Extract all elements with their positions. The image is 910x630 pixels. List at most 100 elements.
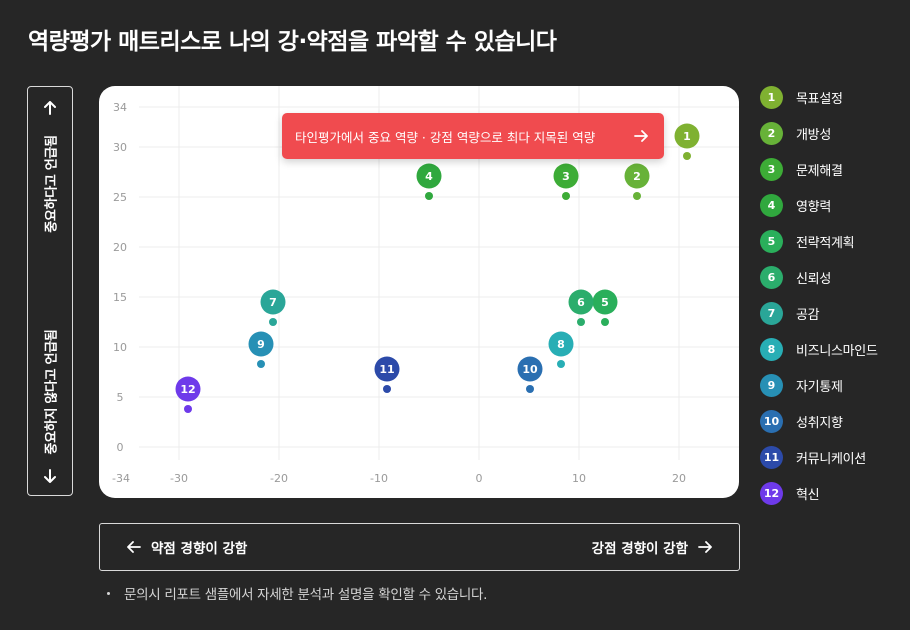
legend-badge: 11 xyxy=(760,445,783,469)
legend-label: 문제해결 xyxy=(796,163,843,179)
data-point xyxy=(601,318,609,326)
y-tick-label: 30 xyxy=(113,141,127,154)
y-axis-bottom-label: 중요하지 않다고 언급됨 xyxy=(44,329,60,455)
data-point-label: 9 xyxy=(257,338,265,351)
y-tick-label: 25 xyxy=(113,191,127,204)
data-point-label: 4 xyxy=(425,170,433,183)
x-axis-left-label: 약점 경향이 강함 xyxy=(151,541,248,557)
data-point-marker xyxy=(248,331,274,357)
arrow-right-icon xyxy=(698,541,712,553)
legend-label: 목표설정 xyxy=(796,91,843,107)
legend-badge: 10 xyxy=(760,409,783,433)
data-point-marker xyxy=(568,289,594,315)
data-point xyxy=(269,318,277,326)
legend-label: 전략적계획 xyxy=(796,235,855,251)
data-point-label: 7 xyxy=(269,296,277,309)
x-tick-label: 20 xyxy=(672,472,686,485)
y-axis-box: 중요하다고 언급됨 중요하지 않다고 언급됨 xyxy=(27,86,73,496)
data-point xyxy=(562,192,570,200)
top-competency-banner[interactable]: 타인평가에서 중요 역량 · 강점 역량으로 최다 지목된 역량 xyxy=(282,113,664,159)
arrow-right-icon xyxy=(634,130,648,142)
arrow-down-icon xyxy=(44,469,56,483)
legend-label: 신뢰성 xyxy=(796,271,831,287)
legend-label: 커뮤니케이션 xyxy=(796,451,866,467)
data-point xyxy=(425,192,433,200)
legend-item: 10 성취지향 xyxy=(760,409,878,433)
data-point-marker xyxy=(374,356,400,382)
data-point-label: 12 xyxy=(180,383,195,396)
legend-item: 2 개방성 xyxy=(760,121,878,145)
legend-badge: 8 xyxy=(760,337,783,361)
footnote: 문의시 리포트 샘플에서 자세한 분석과 설명을 확인할 수 있습니다. xyxy=(107,583,487,603)
legend-item: 7 공감 xyxy=(760,301,878,325)
footnote-text: 문의시 리포트 샘플에서 자세한 분석과 설명을 확인할 수 있습니다. xyxy=(124,587,488,603)
legend-item: 5 전략적계획 xyxy=(760,229,878,253)
legend-badge: 5 xyxy=(760,229,783,253)
legend-label: 자기통제 xyxy=(796,379,843,395)
data-point-label: 3 xyxy=(562,170,570,183)
x-axis-left: 약점 경향이 강함 xyxy=(127,524,247,570)
bullet-icon xyxy=(107,591,110,595)
chart-card: 0 5 10 15 20 25 30 34 -34 -30 -20 -10 0 10 20 1 2 3 4 5 6 7 8 9… xyxy=(99,86,739,498)
x-tick-label: 0 xyxy=(476,472,483,485)
data-point-marker xyxy=(175,376,201,402)
data-point-label: 11 xyxy=(379,363,394,376)
data-point xyxy=(557,360,565,368)
x-axis-box: 약점 경향이 강함 강점 경향이 강함 xyxy=(99,523,740,571)
arrow-left-icon xyxy=(127,541,141,553)
legend-badge: 6 xyxy=(760,265,783,289)
x-tick-label: 10 xyxy=(572,472,586,485)
legend-item: 12 혁신 xyxy=(760,481,878,505)
data-point-label: 5 xyxy=(601,296,609,309)
data-point xyxy=(633,192,641,200)
legend-label: 혁신 xyxy=(796,487,820,503)
data-point-marker xyxy=(592,289,618,315)
x-tick-label: -20 xyxy=(270,472,288,485)
legend-item: 3 문제해결 xyxy=(760,157,878,181)
legend-item: 6 신뢰성 xyxy=(760,265,878,289)
y-axis-top-label: 중요하다고 언급됨 xyxy=(44,135,60,233)
legend-label: 공감 xyxy=(796,307,820,323)
data-point-marker xyxy=(416,163,442,189)
legend-badge: 4 xyxy=(760,193,783,217)
data-point-marker xyxy=(260,289,286,315)
banner-text: 타인평가에서 중요 역량 · 강점 역량으로 최다 지목된 역량 xyxy=(295,129,596,145)
legend-badge: 7 xyxy=(760,301,783,325)
data-point xyxy=(683,152,691,160)
y-tick-label: 34 xyxy=(113,101,127,114)
data-point-label: 2 xyxy=(633,170,641,183)
y-tick-label: 15 xyxy=(113,291,127,304)
data-point-marker xyxy=(548,331,574,357)
data-point xyxy=(184,405,192,413)
legend-label: 비즈니스마인드 xyxy=(796,343,878,359)
data-point-marker xyxy=(553,163,579,189)
arrow-up-icon xyxy=(44,101,56,115)
legend-label: 영향력 xyxy=(796,199,831,215)
legend-item: 9 자기통제 xyxy=(760,373,878,397)
data-point-label: 1 xyxy=(683,130,691,143)
legend-item: 8 비즈니스마인드 xyxy=(760,337,878,361)
data-point-marker xyxy=(624,163,650,189)
data-point-label: 6 xyxy=(577,296,585,309)
legend-badge: 12 xyxy=(760,481,783,505)
legend-badge: 1 xyxy=(760,85,783,109)
data-point-marker xyxy=(517,356,543,382)
legend-item: 1 목표설정 xyxy=(760,85,878,109)
y-tick-label: 5 xyxy=(117,391,124,404)
x-tick-label: -30 xyxy=(170,472,188,485)
y-tick-label: 20 xyxy=(113,241,127,254)
x-axis-right: 강점 경향이 강함 xyxy=(592,524,712,570)
data-point xyxy=(383,385,391,393)
x-tick-label: -10 xyxy=(370,472,388,485)
legend-label: 개방성 xyxy=(796,127,831,143)
page-title: 역량평가 매트리스로 나의 강·약점을 파악할 수 있습니다 xyxy=(28,29,557,55)
competency-legend: 1 목표설정 2 개방성 3 문제해결 4 영향력 5 전략적계획 6 신뢰성 7 공감 8 비즈니스마인드 9… xyxy=(760,85,878,517)
data-point xyxy=(577,318,585,326)
data-point xyxy=(526,385,534,393)
x-axis-right-label: 강점 경향이 강함 xyxy=(591,541,688,557)
legend-badge: 3 xyxy=(760,157,783,181)
legend-item: 11 커뮤니케이션 xyxy=(760,445,878,469)
legend-label: 성취지향 xyxy=(796,415,843,431)
y-tick-label: 10 xyxy=(113,341,127,354)
legend-badge: 9 xyxy=(760,373,783,397)
